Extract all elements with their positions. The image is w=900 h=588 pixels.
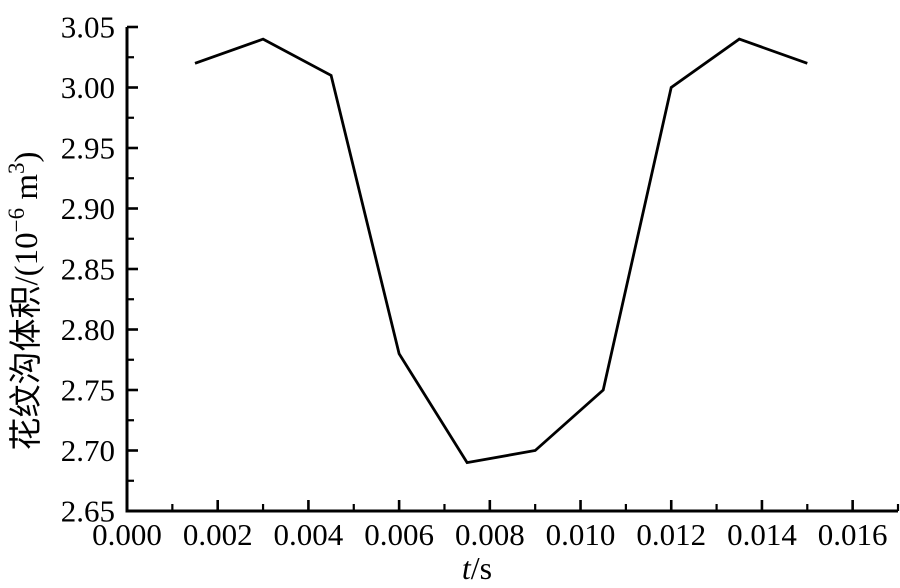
y-tick-label: 2.80 xyxy=(61,312,115,347)
y-axis-label-unit-exponent: 3 xyxy=(4,162,29,174)
y-axis-label: 花纹沟体积/(10−6 m3) xyxy=(4,151,45,450)
y-tick-label: 2.75 xyxy=(61,373,115,408)
x-tick-label: 0.002 xyxy=(183,517,253,552)
y-tick-label: 2.90 xyxy=(61,191,115,226)
y-tick-label: 2.95 xyxy=(61,131,115,166)
data-line xyxy=(194,37,808,465)
y-tick-label: 2.85 xyxy=(61,252,115,287)
x-tick-label: 0.008 xyxy=(455,517,525,552)
x-tick-label: 0.006 xyxy=(364,517,434,552)
y-tick-label: 3.05 xyxy=(61,10,115,45)
x-tick-label: 0.016 xyxy=(818,517,888,552)
x-tick-label: 0.004 xyxy=(274,517,344,552)
y-tick-label: 3.00 xyxy=(61,70,115,105)
x-tick-label: 0.014 xyxy=(727,517,797,552)
x-tick-label: 0.012 xyxy=(636,517,706,552)
x-axis-label-variable: t xyxy=(462,550,472,586)
x-axis-label: t/s xyxy=(462,550,492,586)
y-axis-label-main: 花纹沟体积/(10 xyxy=(8,232,45,450)
y-axis-label-exponent: −6 xyxy=(4,208,29,232)
x-tick-label: 0.010 xyxy=(546,517,616,552)
x-tick-label: 0.000 xyxy=(92,517,162,552)
y-tick-label: 2.70 xyxy=(61,433,115,468)
chart-generated-layer: 2.65 2.70 2.75 2.80 2.85 2.90 2.95 3.00 3.05 0.00… xyxy=(61,10,900,552)
y-axis-label-close: ) xyxy=(9,151,45,162)
x-axis-label-unit: /s xyxy=(471,550,492,586)
y-axis-label-unit: m xyxy=(9,174,45,208)
y-tick-label: 2.65 xyxy=(61,494,115,529)
axis-frame xyxy=(125,27,898,513)
